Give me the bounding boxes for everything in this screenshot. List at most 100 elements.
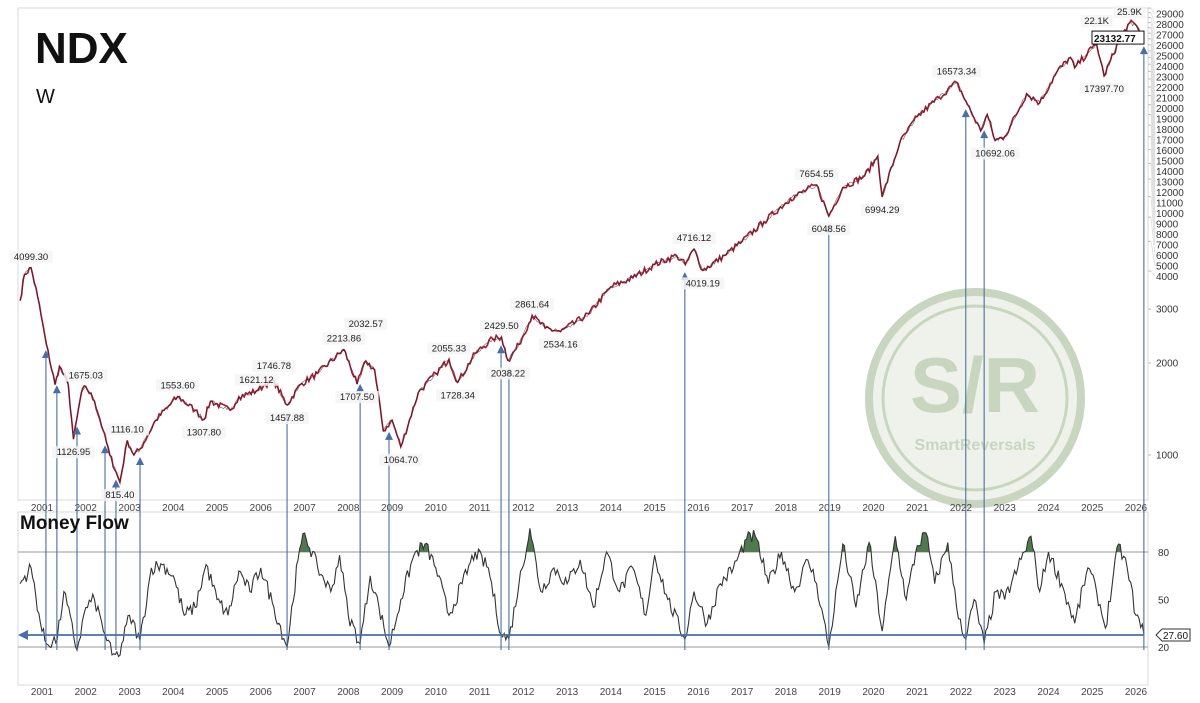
price-x-tick-label: 2010 <box>425 503 448 514</box>
price-annotation-label: 1728.34 <box>441 390 475 401</box>
money-flow-x-tick-label: 2025 <box>1081 687 1104 698</box>
price-annotation-label: 2861.64 <box>515 299 549 310</box>
price-label-bg <box>672 232 716 245</box>
price-annotation-label: 25.9K <box>1117 7 1142 18</box>
price-y-tick-leader <box>1150 104 1156 172</box>
price-annotation-label: 1126.95 <box>57 447 91 458</box>
price-y-tick-label: 10000 <box>1156 209 1184 220</box>
price-label-bg <box>182 426 226 439</box>
price-label-bg <box>64 369 108 382</box>
up-arrow-icon <box>980 130 989 139</box>
price-x-tick-label: 2016 <box>687 503 710 514</box>
price-annotation-label: 22.1K <box>1084 16 1109 27</box>
price-y-tick-leader <box>1150 71 1156 130</box>
price-x-tick-label: 2015 <box>644 503 667 514</box>
price-label-bg <box>538 338 583 351</box>
price-annotation-label: 1064.70 <box>384 455 418 466</box>
price-x-tick-label: 2019 <box>819 503 842 514</box>
last-price-badge <box>1091 30 1145 45</box>
price-x-tick-label: 2012 <box>512 503 535 514</box>
money-flow-x-tick-label: 2019 <box>819 687 842 698</box>
price-annotation-label: 1746.78 <box>257 361 291 372</box>
price-annotation-label: 2213.86 <box>327 334 361 345</box>
up-arrow-icon <box>101 445 110 454</box>
money-flow-x-tick-label: 2024 <box>1037 687 1060 698</box>
money-flow-panel <box>17 511 1149 686</box>
money-flow-x-tick-label: 2004 <box>162 687 185 698</box>
price-y-tick-label: 17000 <box>1156 136 1184 147</box>
price-label-bg <box>252 360 296 373</box>
money-flow-x-tick-label: 2006 <box>250 687 273 698</box>
price-annotation-label: 2429.50 <box>484 321 518 332</box>
price-y-tick-leader <box>1150 149 1156 214</box>
price-x-tick-label: 2011 <box>469 503 491 514</box>
price-y-tick-label: 25000 <box>1156 52 1184 63</box>
price-label-bg <box>807 223 851 236</box>
price-y-tick-label: 8000 <box>1156 230 1179 241</box>
price-x-tick-label: 2023 <box>994 503 1017 514</box>
price-annotation-label: 17397.70 <box>1084 84 1124 95</box>
money-flow-x-tick-label: 2026 <box>1125 687 1148 698</box>
price-x-tick-label: 2021 <box>906 503 929 514</box>
price-y-tick-leader <box>1150 136 1156 204</box>
price-y-tick-label: 26000 <box>1156 41 1184 52</box>
price-y-tick-label: 14000 <box>1156 167 1184 178</box>
price-x-tick-label: 2004 <box>162 503 185 514</box>
price-annotation-label: 2038.22 <box>491 369 525 380</box>
watermark-name: SmartReversals <box>915 437 1036 454</box>
price-x-tick-label: 2022 <box>950 503 973 514</box>
price-x-tick-label: 2002 <box>75 503 98 514</box>
chart-subtitle: W <box>36 86 55 108</box>
money-flow-y-tick-label: 20 <box>1158 643 1170 654</box>
money-flow-x-tick-label: 2007 <box>293 687 316 698</box>
price-y-tick-leader <box>1150 86 1156 151</box>
price-label-bg <box>794 167 839 180</box>
money-flow-x-tick-label: 2003 <box>118 687 141 698</box>
price-x-tick-label: 2003 <box>118 503 141 514</box>
price-label-bg <box>510 298 554 311</box>
price-x-tick-label: 2018 <box>775 503 798 514</box>
price-label-bg <box>932 65 981 78</box>
price-y-tick-leader <box>1150 95 1156 162</box>
price-label-bg <box>970 147 1020 160</box>
price-y-tick-leader <box>1150 178 1156 235</box>
price-annotation-label: 2055.33 <box>432 343 466 354</box>
left-arrow-icon <box>18 629 28 640</box>
price-y-tick-leader <box>1150 125 1156 193</box>
up-arrow-icon <box>41 350 50 359</box>
price-label-bg <box>51 446 96 459</box>
price-annotation-label: 815.40 <box>105 490 134 501</box>
price-y-tick-label: 23000 <box>1156 73 1184 84</box>
price-y-tick-leader <box>1150 22 1156 46</box>
price-annotation-label: 4716.12 <box>677 233 711 244</box>
price-label-bg <box>234 373 279 386</box>
price-y-tick-label: 5000 <box>1156 262 1179 273</box>
money-flow-y-tick-label: 80 <box>1158 548 1170 559</box>
price-annotation-label: 1457.88 <box>270 413 304 424</box>
price-label-bg <box>105 423 149 436</box>
watermark-logo: S/R SmartReversals <box>865 288 1085 508</box>
price-y-tick-label: 7000 <box>1156 241 1179 252</box>
price-label-bg <box>1113 6 1146 19</box>
price-label-bg <box>427 342 471 355</box>
price-annotation-label: 4099.30 <box>14 252 48 263</box>
price-y-tick-label: 27000 <box>1156 31 1184 42</box>
money-flow-x-tick-label: 2015 <box>644 687 667 698</box>
price-y-tick-leader <box>1150 57 1156 109</box>
money-flow-x-tick-label: 2008 <box>337 687 360 698</box>
price-x-tick-label: 2006 <box>250 503 273 514</box>
price-y-tick-label: 24000 <box>1156 62 1184 73</box>
up-arrow-icon <box>52 385 61 394</box>
price-y-tick-label: 18000 <box>1156 125 1184 136</box>
price-y-tick-label: 1000 <box>1156 451 1179 462</box>
price-y-tick-leader <box>1150 241 1156 267</box>
price-y-tick-leader <box>1150 78 1156 141</box>
money-flow-x-tick-label: 2020 <box>862 687 885 698</box>
price-x-tick-label: 2008 <box>337 503 360 514</box>
last-price-label: 23132.77 <box>1094 34 1136 45</box>
last-money-flow-badge <box>1155 628 1191 642</box>
price-label-bg <box>681 277 725 290</box>
price-y-tick-label: 28000 <box>1156 20 1184 31</box>
price-y-tick-leader <box>1150 44 1156 88</box>
